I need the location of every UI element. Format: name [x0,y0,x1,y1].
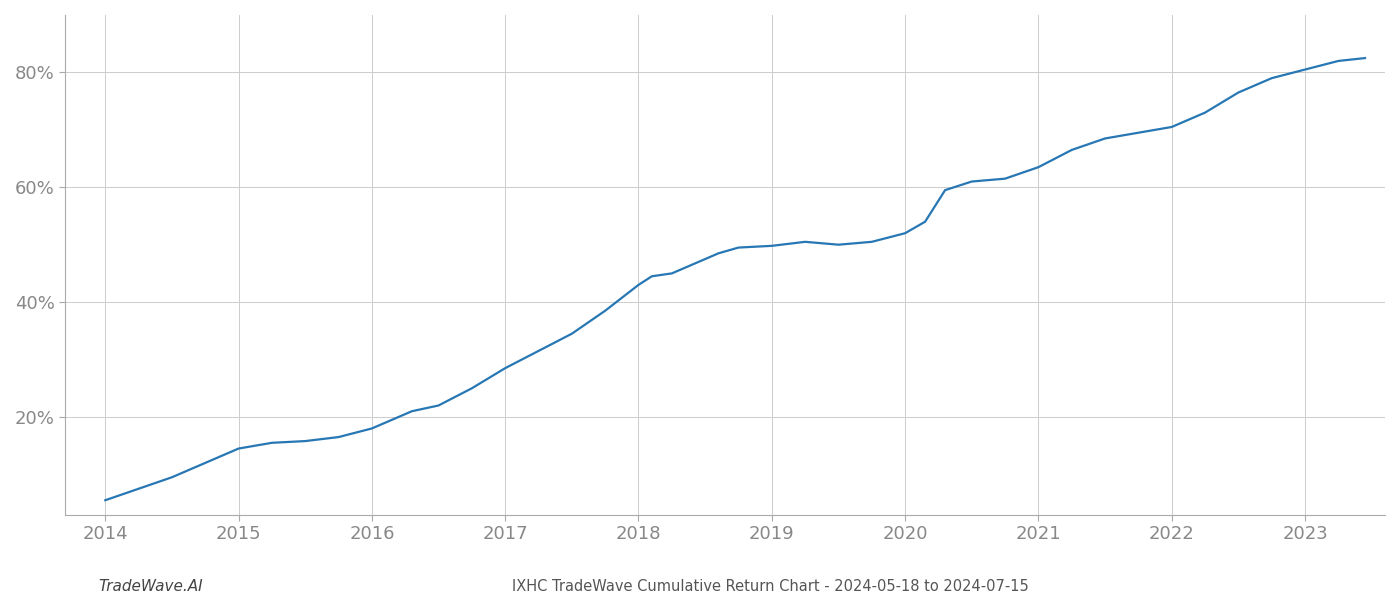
Text: IXHC TradeWave Cumulative Return Chart - 2024-05-18 to 2024-07-15: IXHC TradeWave Cumulative Return Chart -… [511,579,1029,594]
Text: TradeWave.AI: TradeWave.AI [98,579,203,594]
